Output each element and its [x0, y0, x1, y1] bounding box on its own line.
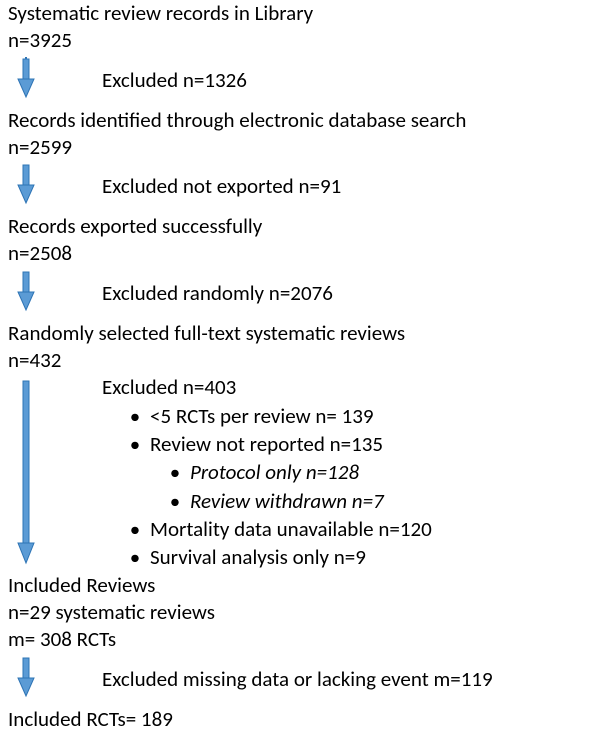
stage-1-n: n=3925 [8, 27, 588, 54]
stage-2-n: n=2599 [8, 134, 588, 161]
stage-2-title: Records identified through electronic da… [8, 107, 588, 134]
bullet-text: Review not reported n=135 [150, 430, 383, 458]
stage-3: Records exported successfully n=2508 [0, 213, 596, 268]
bullet-dot-icon: • [120, 402, 150, 430]
exclusion-2-label: Excluded not exported n=91 [102, 161, 341, 200]
bullet-text: Survival analysis only n=9 [150, 543, 366, 571]
exclusion-5: Excluded missing data or lacking event m… [0, 654, 596, 706]
bullet-text: Protocol only n=128 [190, 458, 359, 486]
exclusion-3: Excluded randomly n=2076 [0, 268, 596, 320]
stage-2: Records identified through electronic da… [0, 107, 596, 162]
stage-5-title: Included Reviews [8, 572, 588, 599]
stage-6-title: Included RCTs= 189 [8, 706, 588, 733]
bullet-item: • Mortality data unavailable n=120 [102, 515, 432, 543]
arrow-icon [12, 161, 102, 213]
stage-5-m: m= 308 RCTs [8, 626, 588, 653]
exclusion-4: Excluded n=403 • <5 RCTs per review n= 1… [0, 374, 596, 571]
stage-1: Systematic review records in Library n=3… [0, 0, 596, 55]
arrow-icon [12, 268, 102, 320]
stage-3-title: Records exported successfully [8, 213, 588, 240]
bullet-item-nested: • Protocol only n=128 [102, 458, 432, 486]
arrow-icon [12, 654, 102, 706]
bullet-text: <5 RCTs per review n= 139 [150, 402, 374, 430]
stage-4-title: Randomly selected full-text systematic r… [8, 320, 588, 347]
stage-4: Randomly selected full-text systematic r… [0, 320, 596, 375]
exclusion-2: Excluded not exported n=91 [0, 161, 596, 213]
exclusion-5-label: Excluded missing data or lacking event m… [102, 654, 493, 693]
exclusion-4-content: Excluded n=403 • <5 RCTs per review n= 1… [102, 374, 432, 571]
bullet-item: • Review not reported n=135 [102, 430, 432, 458]
stage-6: Included RCTs= 189 [0, 706, 596, 733]
stage-1-title: Systematic review records in Library [8, 0, 588, 27]
arrow-icon [12, 55, 102, 107]
bullet-dot-icon: • [160, 487, 190, 515]
stage-5: Included Reviews n=29 systematic reviews… [0, 572, 596, 654]
bullet-text: Mortality data unavailable n=120 [150, 515, 432, 543]
bullet-item: • <5 RCTs per review n= 139 [102, 402, 432, 430]
bullet-dot-icon: • [160, 458, 190, 486]
bullet-item: • Survival analysis only n=9 [102, 543, 432, 571]
bullet-dot-icon: • [120, 430, 150, 458]
bullet-text: Review withdrawn n=7 [190, 487, 384, 515]
exclusion-3-label: Excluded randomly n=2076 [102, 268, 333, 307]
exclusion-4-label: Excluded n=403 [102, 374, 432, 401]
stage-3-n: n=2508 [8, 240, 588, 267]
arrow-icon [12, 376, 102, 571]
bullet-dot-icon: • [120, 543, 150, 571]
exclusion-1: Excluded n=1326 [0, 55, 596, 107]
bullet-dot-icon: • [120, 515, 150, 543]
exclusion-1-label: Excluded n=1326 [102, 55, 247, 94]
stage-5-n: n=29 systematic reviews [8, 599, 588, 626]
bullet-item-nested: • Review withdrawn n=7 [102, 487, 432, 515]
stage-4-n: n=432 [8, 347, 588, 374]
